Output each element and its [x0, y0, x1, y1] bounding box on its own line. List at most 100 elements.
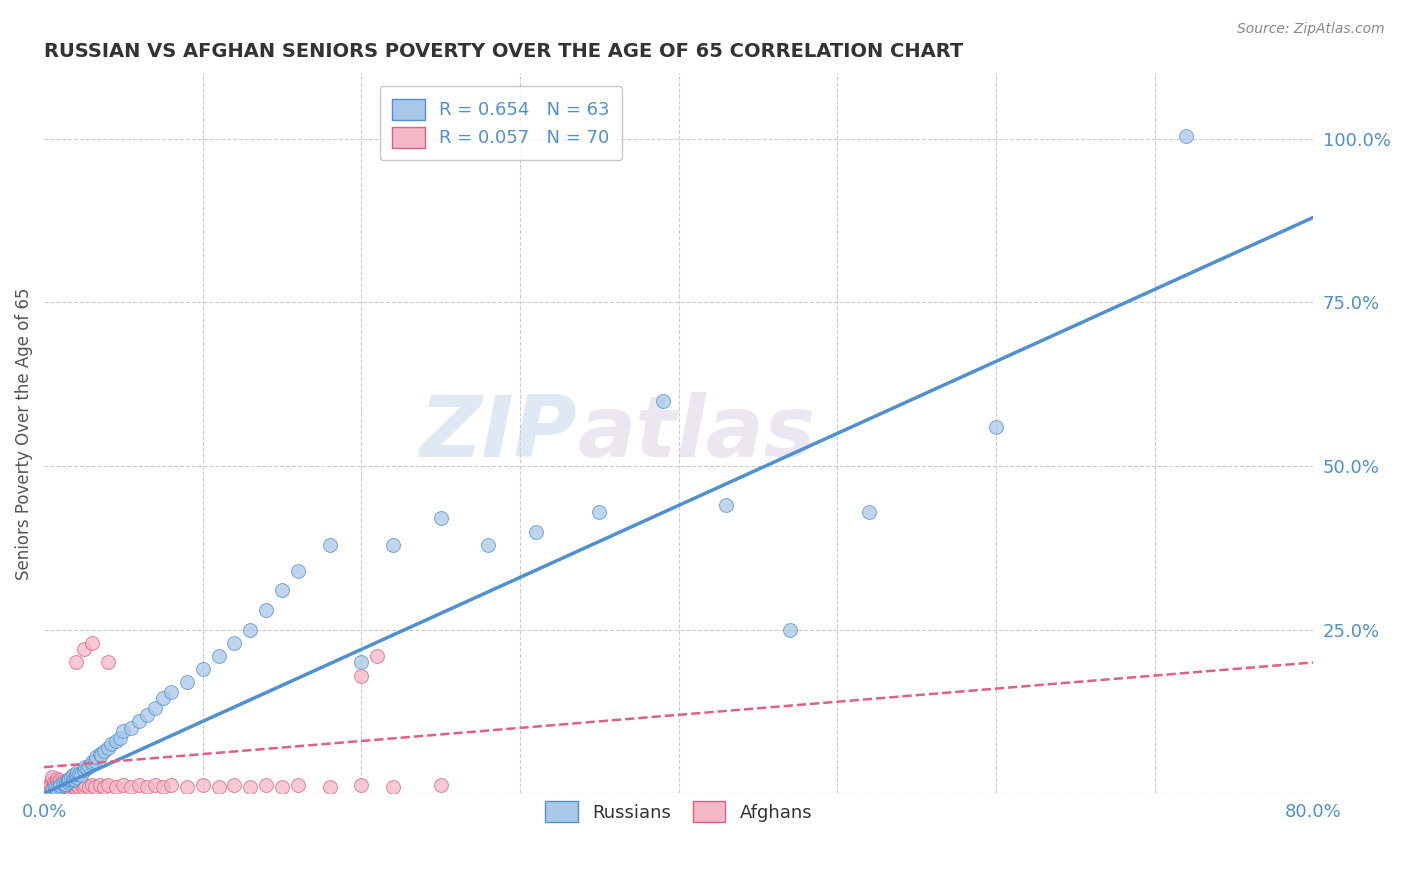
Point	[120, 780, 142, 794]
Point	[58, 772, 80, 786]
Text: atlas: atlas	[576, 392, 815, 475]
Point	[143, 701, 166, 715]
Point	[44, 781, 66, 796]
Point	[858, 505, 880, 519]
Point	[112, 724, 135, 739]
Point	[93, 744, 115, 758]
Point	[143, 779, 166, 793]
Point	[239, 623, 262, 637]
Point	[45, 780, 67, 794]
Point	[984, 420, 1007, 434]
Point	[63, 772, 86, 786]
Point	[62, 773, 84, 788]
Point	[62, 768, 84, 782]
Point	[49, 773, 72, 788]
Point	[52, 776, 75, 790]
Point	[104, 780, 127, 794]
Point	[104, 734, 127, 748]
Point	[55, 777, 77, 791]
Point	[89, 779, 111, 793]
Point	[49, 780, 72, 794]
Point	[80, 779, 103, 793]
Point	[56, 773, 79, 788]
Point	[48, 774, 70, 789]
Point	[160, 685, 183, 699]
Point	[287, 779, 309, 793]
Point	[128, 779, 150, 793]
Point	[65, 781, 87, 796]
Point	[66, 779, 89, 793]
Point	[69, 768, 91, 782]
Point	[53, 780, 76, 794]
Point	[56, 774, 79, 789]
Point	[429, 511, 451, 525]
Point	[77, 759, 100, 773]
Point	[67, 780, 90, 794]
Point	[160, 779, 183, 793]
Text: ZIP: ZIP	[419, 392, 576, 475]
Point	[51, 780, 73, 794]
Point	[176, 780, 198, 794]
Point	[66, 765, 89, 780]
Point	[239, 780, 262, 794]
Y-axis label: Seniors Poverty Over the Age of 65: Seniors Poverty Over the Age of 65	[15, 287, 32, 580]
Point	[80, 756, 103, 771]
Point	[42, 779, 65, 793]
Point	[366, 648, 388, 663]
Point	[42, 774, 65, 789]
Point	[350, 668, 373, 682]
Point	[75, 779, 97, 793]
Point	[52, 776, 75, 790]
Point	[191, 662, 214, 676]
Point	[97, 779, 120, 793]
Point	[588, 505, 610, 519]
Point	[429, 779, 451, 793]
Point	[191, 779, 214, 793]
Point	[477, 538, 499, 552]
Point	[41, 781, 63, 796]
Point	[136, 780, 159, 794]
Point	[254, 779, 277, 793]
Point	[152, 780, 174, 794]
Point	[65, 656, 87, 670]
Point	[65, 770, 87, 784]
Point	[318, 538, 340, 552]
Point	[37, 783, 59, 797]
Point	[350, 656, 373, 670]
Point	[48, 781, 70, 796]
Point	[41, 773, 63, 788]
Point	[53, 779, 76, 793]
Point	[128, 714, 150, 729]
Point	[224, 779, 246, 793]
Point	[41, 783, 63, 797]
Point	[271, 780, 294, 794]
Point	[86, 750, 108, 764]
Point	[62, 780, 84, 794]
Point	[53, 774, 76, 789]
Point	[318, 780, 340, 794]
Point	[76, 762, 98, 776]
Point	[287, 564, 309, 578]
Point	[524, 524, 547, 539]
Point	[63, 779, 86, 793]
Point	[56, 774, 79, 789]
Point	[271, 583, 294, 598]
Point	[39, 776, 62, 790]
Point	[100, 737, 122, 751]
Point	[80, 636, 103, 650]
Point	[44, 781, 66, 796]
Point	[55, 777, 77, 791]
Point	[80, 755, 103, 769]
Point	[224, 636, 246, 650]
Point	[382, 780, 405, 794]
Text: Source: ZipAtlas.com: Source: ZipAtlas.com	[1237, 22, 1385, 37]
Point	[176, 675, 198, 690]
Point	[120, 721, 142, 735]
Point	[382, 538, 405, 552]
Point	[38, 781, 60, 796]
Point	[136, 707, 159, 722]
Point	[97, 740, 120, 755]
Point	[49, 779, 72, 793]
Point	[73, 781, 96, 796]
Point	[207, 648, 229, 663]
